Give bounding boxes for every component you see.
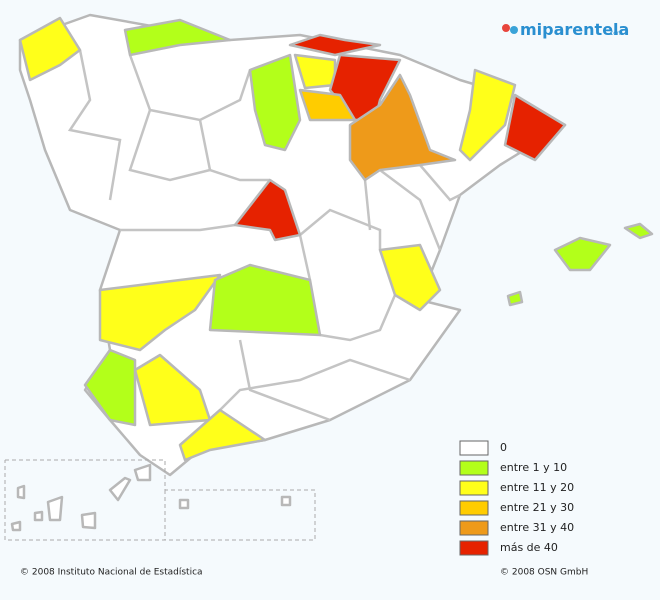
province (18, 16, 82, 82)
legend-label: entre 21 y 30 (500, 501, 574, 514)
logo-icon (502, 24, 510, 32)
province (288, 33, 382, 57)
legend-swatch (459, 480, 489, 496)
province (123, 18, 232, 57)
logo-text: miparentela (520, 20, 629, 39)
province (233, 178, 302, 242)
province (178, 408, 267, 462)
province-borders (67, 49, 461, 422)
footer-right: © 2008 OSN GmbH (500, 568, 588, 578)
canary-islands (10, 463, 292, 532)
province (623, 222, 654, 240)
province (98, 273, 222, 352)
province (208, 263, 322, 337)
legend-swatch (459, 540, 489, 556)
province (298, 88, 357, 122)
province (348, 73, 457, 182)
legend-label: entre 1 y 10 (500, 461, 567, 474)
logo-icon (510, 26, 518, 34)
legend-swatch (459, 440, 489, 456)
province (83, 348, 137, 427)
province (378, 243, 442, 312)
legend: 0 entre 1 y 10 entre 11 y 20 entre 21 y 30 e… (459, 440, 574, 556)
legend-swatch (459, 520, 489, 536)
logo: miparentela .com (502, 20, 629, 39)
province (248, 53, 302, 152)
legend-swatch (459, 500, 489, 516)
legend-swatch (459, 460, 489, 476)
legend-label: entre 31 y 40 (500, 521, 574, 534)
legend-label: entre 11 y 20 (500, 481, 574, 494)
province (503, 93, 567, 162)
legend-label: más de 40 (500, 541, 558, 554)
province (553, 236, 612, 272)
province (133, 353, 212, 427)
province (506, 290, 524, 307)
footer-left: © 2008 Instituto Nacional de Estadística (20, 568, 203, 578)
inset-frame (4, 459, 316, 541)
logo-suffix: .com (608, 30, 623, 37)
province (458, 68, 517, 162)
legend-label: 0 (500, 441, 507, 454)
